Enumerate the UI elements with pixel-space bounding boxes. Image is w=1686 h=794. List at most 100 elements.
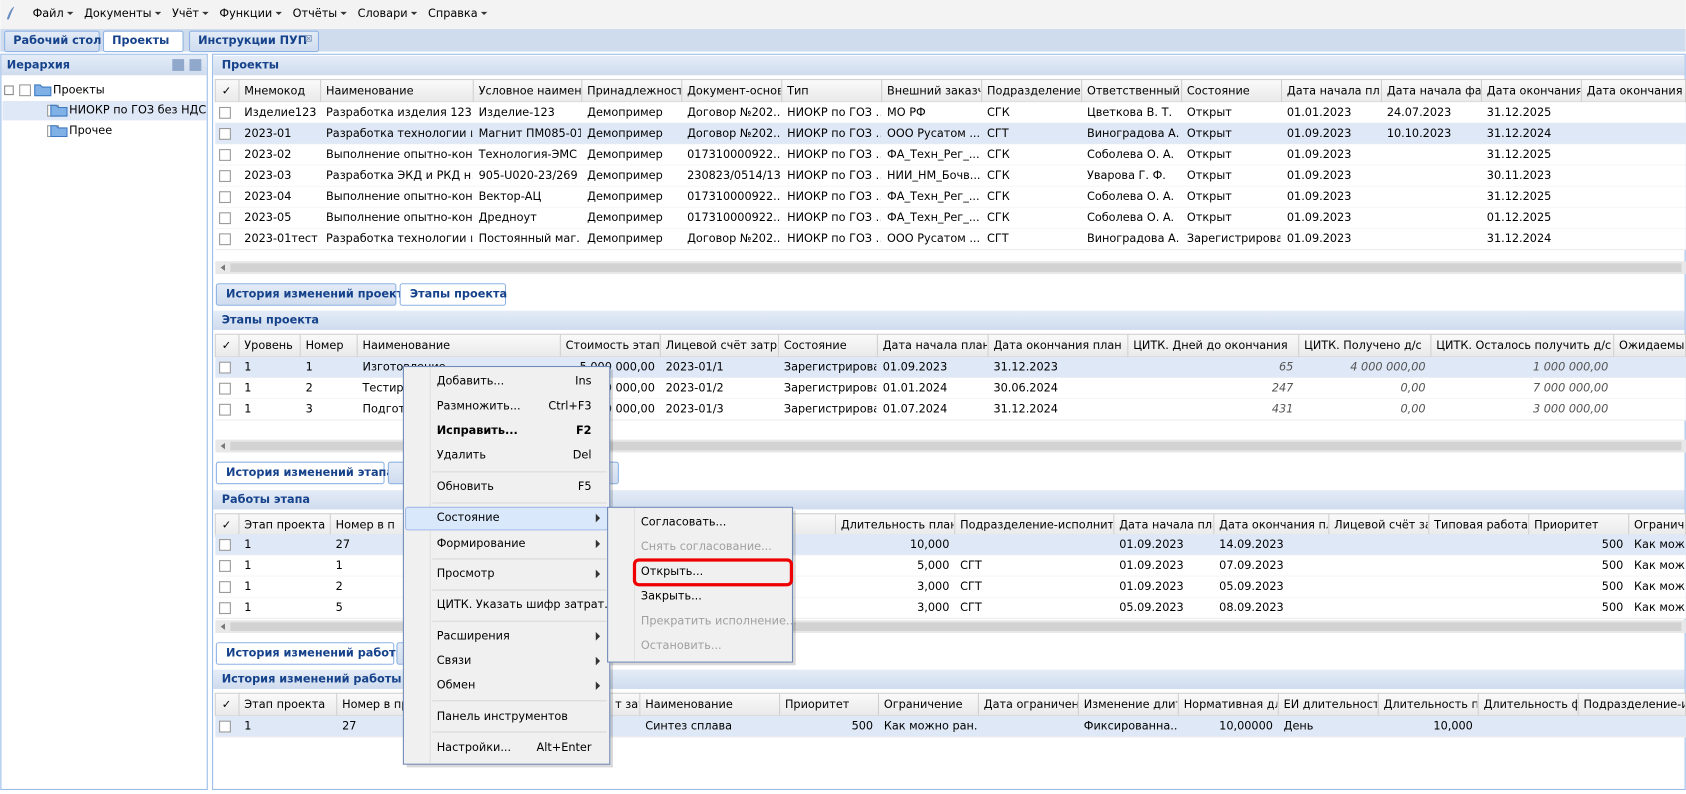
column-header[interactable]: Стоимость этапа xyxy=(566,339,667,352)
tab-label[interactable]: Проекты xyxy=(112,34,169,47)
collapse-icon[interactable] xyxy=(189,59,202,71)
checkbox[interactable] xyxy=(219,149,231,161)
column-header[interactable]: ЦИТК. Дней до окончания xyxy=(1133,339,1287,352)
menu-item[interactable]: Просмотр xyxy=(437,567,495,580)
menu-item[interactable]: Учёт xyxy=(172,7,199,20)
row[interactable] xyxy=(215,165,1686,187)
menu-item[interactable]: Согласовать... xyxy=(641,515,726,528)
column-header[interactable]: Документ-основан xyxy=(687,84,798,97)
column-header[interactable]: Номер xyxy=(306,339,344,352)
column-header[interactable]: Тип xyxy=(786,84,809,97)
tool-icon[interactable] xyxy=(172,59,185,71)
menu-item[interactable]: Файл xyxy=(33,7,64,20)
column-header[interactable]: Подразделение-от xyxy=(987,84,1099,97)
column-header[interactable]: Уровень xyxy=(244,339,292,352)
row[interactable] xyxy=(215,102,1686,124)
column-header[interactable]: Наименование xyxy=(645,698,733,711)
column-header[interactable]: Состояние xyxy=(784,339,847,352)
column-header[interactable]: Дата начала план xyxy=(883,339,990,352)
tab-label[interactable]: История изменений этапа xyxy=(226,466,394,479)
column-header[interactable]: Ограничен xyxy=(1634,519,1686,532)
scroll-thumb[interactable] xyxy=(230,441,1682,451)
menu-item[interactable]: Связи xyxy=(437,654,472,667)
checkbox[interactable] xyxy=(219,403,231,416)
column-header[interactable]: Дата окончания план xyxy=(1219,519,1347,532)
row[interactable] xyxy=(215,228,1686,250)
menu-item[interactable]: Расширения xyxy=(437,629,510,642)
checkbox[interactable] xyxy=(219,581,231,593)
column-header[interactable]: Дата окончания план xyxy=(993,339,1121,352)
column-header[interactable]: ✓ xyxy=(222,339,231,352)
column-header[interactable]: Внешний заказчик xyxy=(887,84,998,97)
menu-item[interactable]: Закрыть... xyxy=(641,590,702,603)
column-header[interactable]: Приоритет xyxy=(1534,519,1599,532)
column-header[interactable]: Дата окончания пл xyxy=(1487,84,1601,97)
row[interactable] xyxy=(215,144,1686,166)
menu-item[interactable]: ЦИТК. Указать шифр затрат... xyxy=(437,598,615,611)
menu-item[interactable]: Справка xyxy=(428,7,478,20)
menu-item[interactable]: Настройки... xyxy=(437,741,511,754)
menu-item[interactable]: Исправить... xyxy=(437,424,518,437)
menu-item[interactable]: Функции xyxy=(219,7,272,20)
column-header[interactable]: т затр xyxy=(615,698,652,711)
menu-item[interactable]: Панель инструментов xyxy=(437,710,568,723)
column-header[interactable]: ЦИТК. Получено д/с xyxy=(1304,339,1422,352)
column-header[interactable]: Нормативная длит xyxy=(1184,698,1296,711)
tab[interactable] xyxy=(102,30,184,53)
tab[interactable] xyxy=(399,283,507,306)
column-header[interactable]: Состояние xyxy=(1187,84,1250,97)
column-header[interactable]: Подразделение-исполнитель... xyxy=(960,519,1145,532)
column-header[interactable]: Наименование xyxy=(326,84,414,97)
checkbox[interactable] xyxy=(219,602,231,615)
tab-label[interactable]: История изменений работы xyxy=(226,646,406,659)
column-header[interactable]: Наименование xyxy=(363,339,451,352)
tab[interactable] xyxy=(215,283,397,306)
column-header[interactable]: Лицевой счёт затр xyxy=(1334,519,1445,532)
tab[interactable] xyxy=(215,642,395,665)
tab-label[interactable]: Этапы проекта xyxy=(410,288,507,301)
expander[interactable] xyxy=(4,85,14,96)
checkbox[interactable] xyxy=(219,128,231,140)
column-header[interactable]: Типовая работа xyxy=(1433,519,1528,532)
column-header[interactable]: ЦИТК. Осталось получить д/с xyxy=(1436,339,1611,352)
column-header[interactable]: ✓ xyxy=(222,84,231,97)
menu-item[interactable]: Документы xyxy=(84,7,151,20)
column-header[interactable]: Длительность фак xyxy=(1484,698,1595,711)
column-header[interactable]: Изменение длител xyxy=(1084,698,1196,711)
column-header[interactable]: ЕИ длительности xyxy=(1284,698,1387,711)
column-header[interactable]: Этап проекта xyxy=(244,698,325,711)
column-header[interactable]: Дата начала факт xyxy=(1387,84,1496,97)
tree-label[interactable]: Прочее xyxy=(69,124,112,137)
checkbox[interactable] xyxy=(219,720,231,733)
column-header[interactable]: ✓ xyxy=(222,519,231,532)
tab[interactable] xyxy=(215,461,385,485)
menu-item[interactable]: Удалить xyxy=(437,449,486,462)
checkbox[interactable] xyxy=(19,84,31,97)
tab-label[interactable]: Рабочий стол xyxy=(13,34,101,47)
tab[interactable] xyxy=(188,30,320,53)
checkbox[interactable] xyxy=(219,560,231,572)
scroll-arrow[interactable] xyxy=(220,264,225,271)
checkbox[interactable] xyxy=(219,382,231,395)
scroll-thumb[interactable] xyxy=(230,622,1682,631)
menu-item[interactable]: Размножить... xyxy=(437,399,521,412)
column-header[interactable]: Дата начала план. xyxy=(1287,84,1398,97)
column-header[interactable]: Дата начала план. xyxy=(1119,519,1230,532)
checkbox[interactable] xyxy=(219,539,231,551)
scroll-thumb[interactable] xyxy=(230,263,1682,272)
checkbox[interactable] xyxy=(219,191,231,204)
menu-item[interactable]: Отчёты xyxy=(293,7,337,20)
column-header[interactable]: Длительность план xyxy=(841,519,958,532)
menu-item[interactable]: Состояние xyxy=(437,511,500,524)
menu-item[interactable]: Словари xyxy=(358,7,408,20)
checkbox[interactable] xyxy=(219,361,231,374)
checkbox[interactable] xyxy=(219,170,231,182)
column-header[interactable]: Этап проекта xyxy=(244,519,325,532)
scroll-arrow[interactable] xyxy=(220,442,225,450)
column-header[interactable]: Дата окончания ф xyxy=(1587,84,1686,97)
column-header[interactable]: Ограничение xyxy=(884,698,963,711)
checkbox[interactable] xyxy=(219,212,231,225)
tab-label[interactable]: История изменений проекта xyxy=(226,288,411,301)
column-header[interactable]: Ответственный xyxy=(1087,84,1180,97)
row[interactable] xyxy=(215,186,1686,208)
